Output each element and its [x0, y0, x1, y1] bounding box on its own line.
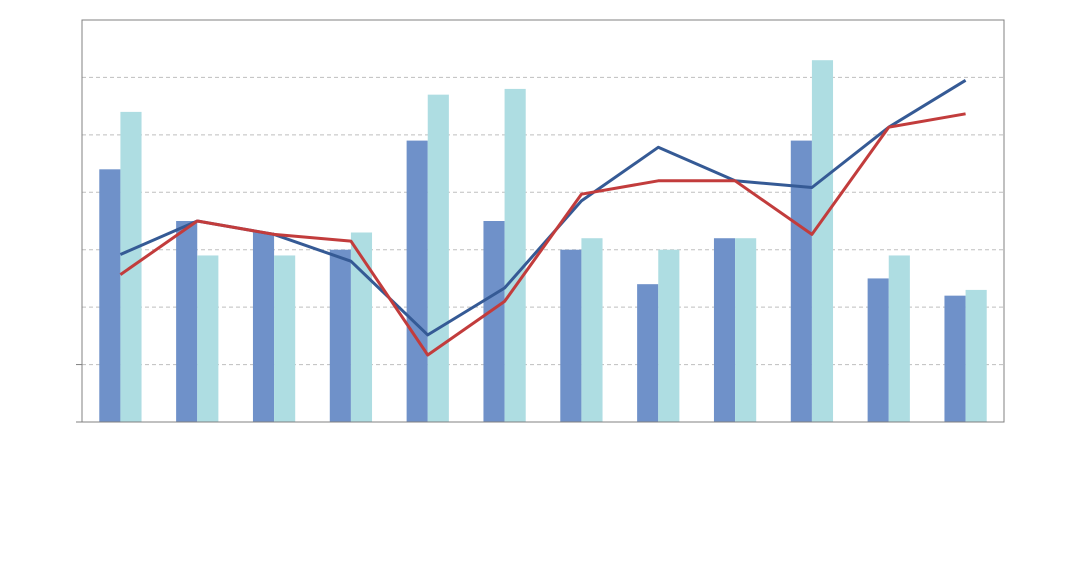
chart-background [0, 0, 1076, 572]
bar-humidity-orenburg [581, 238, 602, 422]
bar-humidity [330, 250, 351, 422]
bar-humidity-orenburg [889, 255, 910, 422]
bar-humidity-orenburg [658, 250, 679, 422]
bar-humidity [944, 296, 965, 422]
bar-humidity [99, 169, 120, 422]
bar-humidity-orenburg [966, 290, 987, 422]
bar-humidity [560, 250, 581, 422]
bar-humidity-orenburg [197, 255, 218, 422]
bar-humidity-orenburg [351, 232, 372, 422]
bar-humidity-orenburg [505, 89, 526, 422]
bar-humidity [868, 278, 889, 422]
bar-humidity [714, 238, 735, 422]
bar-humidity [407, 141, 428, 422]
bar-humidity [637, 284, 658, 422]
bar-humidity [791, 141, 812, 422]
chart-container [0, 0, 1076, 572]
chart-svg [0, 0, 1076, 572]
bar-humidity [176, 221, 197, 422]
bar-humidity-orenburg [428, 95, 449, 422]
bar-humidity-orenburg [812, 60, 833, 422]
bar-humidity [253, 232, 274, 422]
bar-humidity-orenburg [735, 238, 756, 422]
bar-humidity-orenburg [274, 255, 295, 422]
bar-humidity [483, 221, 504, 422]
